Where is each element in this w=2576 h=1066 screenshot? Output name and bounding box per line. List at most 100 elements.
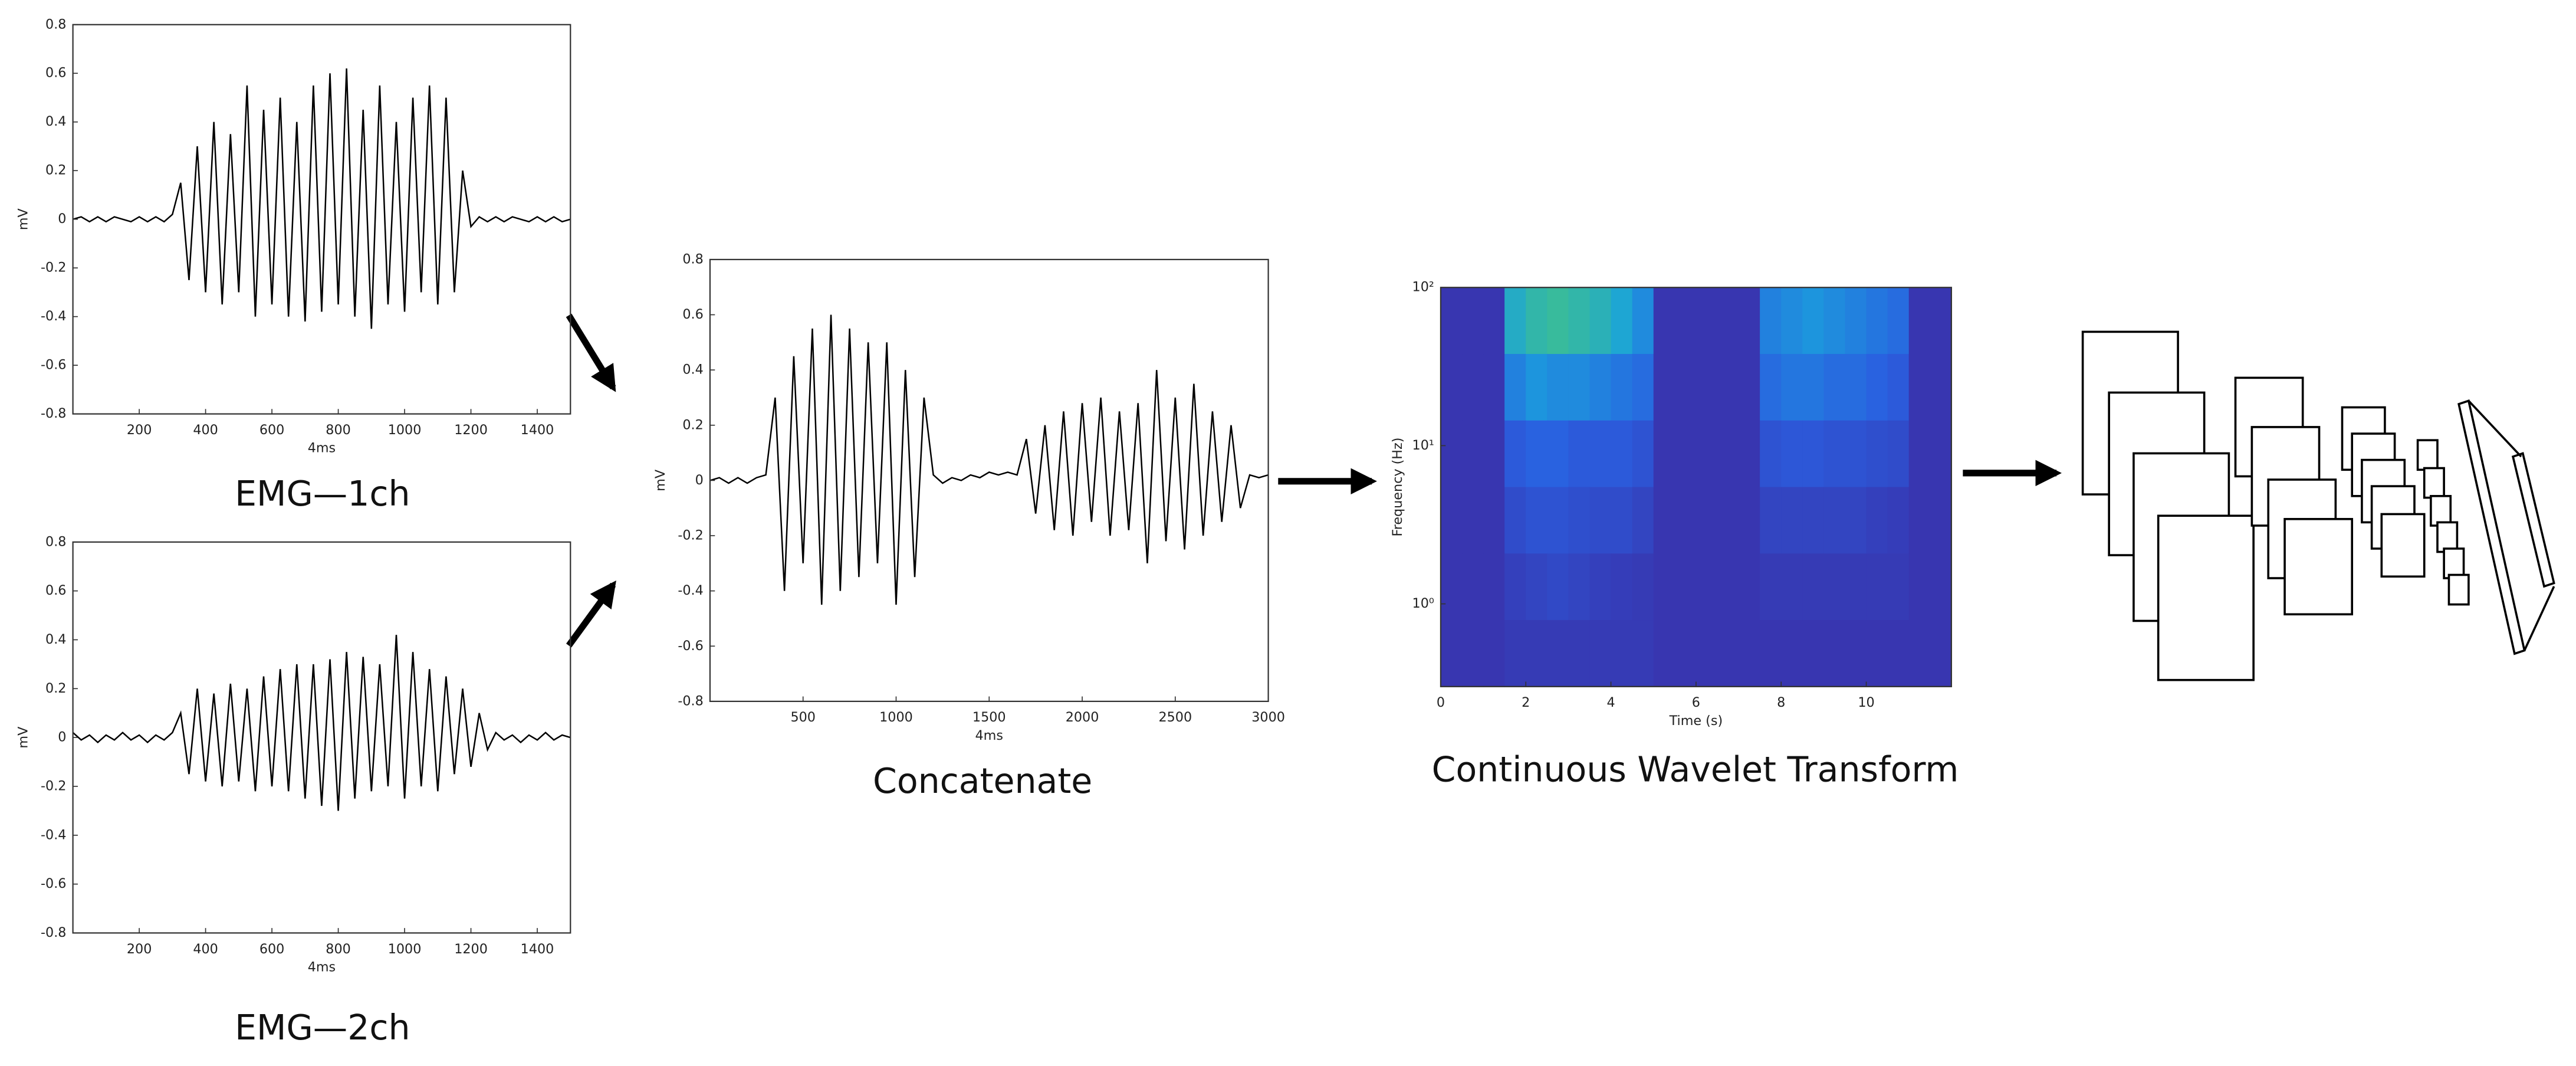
heatmap-cell bbox=[1739, 354, 1760, 421]
x-tick-label: 400 bbox=[193, 422, 218, 438]
heatmap-cell bbox=[1760, 620, 1782, 687]
heatmap-cell bbox=[1611, 487, 1633, 555]
heatmap-cell bbox=[1802, 487, 1825, 555]
heatmap-cell bbox=[1887, 287, 1910, 355]
heatmap-cell bbox=[1653, 420, 1675, 488]
heatmap-cell bbox=[1887, 620, 1910, 687]
heatmap-cell bbox=[1526, 553, 1548, 621]
heatmap-cell bbox=[1504, 620, 1527, 687]
heatmap-cell bbox=[1866, 553, 1888, 621]
x-axis-label: 4ms bbox=[308, 959, 336, 975]
heatmap-cell bbox=[1611, 620, 1633, 687]
heatmap-cell bbox=[1483, 420, 1506, 488]
x-tick-label: 1200 bbox=[454, 422, 488, 438]
heatmap-cell bbox=[1440, 287, 1463, 355]
heatmap-cell bbox=[1696, 620, 1718, 687]
heatmap-cell bbox=[1653, 487, 1675, 555]
heatmap-cell bbox=[1717, 354, 1739, 421]
x-tick-label: 10 bbox=[1858, 695, 1874, 710]
y-tick-label: 0.8 bbox=[45, 534, 66, 549]
heatmap-cell bbox=[1547, 354, 1569, 421]
heatmap-cell bbox=[1781, 553, 1803, 621]
heatmap-cell bbox=[1823, 420, 1846, 488]
heatmap-cell bbox=[1717, 420, 1739, 488]
y-tick-label: -0.6 bbox=[41, 876, 66, 891]
heatmap-cell bbox=[1589, 620, 1612, 687]
x-tick-label: 1400 bbox=[521, 942, 554, 957]
y-tick-label: -0.8 bbox=[41, 925, 66, 940]
heatmap-cell bbox=[1887, 354, 1910, 421]
connector bbox=[2467, 400, 2522, 458]
y-tick-label: -0.2 bbox=[678, 528, 703, 543]
x-tick-label: 1000 bbox=[879, 710, 913, 725]
caption: Continuous Wavelet Transform bbox=[1432, 750, 1959, 790]
x-tick-label: 1200 bbox=[454, 942, 488, 957]
heatmap-cell bbox=[1866, 287, 1888, 355]
arrow bbox=[566, 313, 616, 392]
heatmap-cell bbox=[1653, 354, 1675, 421]
heatmap-cell bbox=[1696, 553, 1718, 621]
y-tick-label: 0 bbox=[695, 473, 704, 488]
y-tick-label: 0.4 bbox=[682, 362, 703, 378]
heatmap-cell bbox=[1653, 287, 1675, 355]
dense-layer bbox=[2511, 452, 2555, 588]
heatmap-cell bbox=[1696, 354, 1718, 421]
x-axis-label: 4ms bbox=[975, 728, 1003, 743]
x-tick-label: 4 bbox=[1606, 695, 1615, 710]
heatmap-cell bbox=[1887, 420, 1910, 488]
heatmap-cell bbox=[1611, 420, 1633, 488]
heatmap-cell bbox=[1908, 420, 1931, 488]
heatmap-cell bbox=[1717, 287, 1739, 355]
y-tick-label: 0.6 bbox=[682, 307, 703, 322]
heatmap-cell bbox=[1866, 620, 1888, 687]
x-tick-label: 2 bbox=[1522, 695, 1530, 710]
heatmap-cell bbox=[1568, 553, 1591, 621]
plot-frame bbox=[709, 258, 1269, 703]
plot-frame bbox=[72, 24, 571, 415]
heatmap-cell bbox=[1802, 354, 1825, 421]
heatmap-cell bbox=[1823, 620, 1846, 687]
x-tick-label: 0 bbox=[1437, 695, 1445, 710]
y-tick-label: 0.2 bbox=[682, 417, 703, 432]
feature-map bbox=[2380, 513, 2426, 578]
caption: Concatenate bbox=[873, 761, 1092, 801]
heatmap-cell bbox=[1589, 553, 1612, 621]
heatmap-cell bbox=[1781, 287, 1803, 355]
heatmap-cell bbox=[1547, 553, 1569, 621]
x-tick-label: 2500 bbox=[1158, 710, 1192, 725]
heatmap-cell bbox=[1632, 620, 1654, 687]
dense-layer bbox=[2457, 399, 2526, 655]
heatmap-cell bbox=[1568, 620, 1591, 687]
y-tick-label: -0.2 bbox=[41, 260, 66, 275]
heatmap-cell bbox=[1845, 487, 1867, 555]
heatmap-cell bbox=[1440, 620, 1463, 687]
heatmap-cell bbox=[1823, 354, 1846, 421]
heatmap-cell bbox=[1526, 487, 1548, 555]
y-tick-label: 10¹ bbox=[1412, 438, 1434, 453]
heatmap-cell bbox=[1739, 553, 1760, 621]
x-tick-label: 1400 bbox=[521, 422, 554, 438]
heatmap-cell bbox=[1632, 487, 1654, 555]
connector bbox=[2523, 586, 2555, 651]
heatmap-cell bbox=[1717, 553, 1739, 621]
x-tick-label: 200 bbox=[127, 942, 152, 957]
heatmap-cell bbox=[1674, 287, 1697, 355]
x-tick-label: 600 bbox=[259, 942, 285, 957]
heatmap-cell bbox=[1887, 553, 1910, 621]
heatmap-cell bbox=[1547, 420, 1569, 488]
heatmap-cell bbox=[1802, 420, 1825, 488]
heatmap-cell bbox=[1802, 620, 1825, 687]
heatmap-cell bbox=[1504, 487, 1527, 555]
heatmap-cell bbox=[1440, 487, 1463, 555]
heatmap-cell bbox=[1696, 287, 1718, 355]
heatmap-cell bbox=[1887, 487, 1910, 555]
heatmap-cell bbox=[1717, 487, 1739, 555]
heatmap-cell bbox=[1739, 420, 1760, 488]
x-tick-label: 2000 bbox=[1066, 710, 1099, 725]
x-tick-label: 8 bbox=[1777, 695, 1785, 710]
heatmap-cell bbox=[1568, 287, 1591, 355]
heatmap-cell bbox=[1781, 420, 1803, 488]
signal-line bbox=[72, 635, 571, 811]
heatmap-cell bbox=[1504, 420, 1527, 488]
